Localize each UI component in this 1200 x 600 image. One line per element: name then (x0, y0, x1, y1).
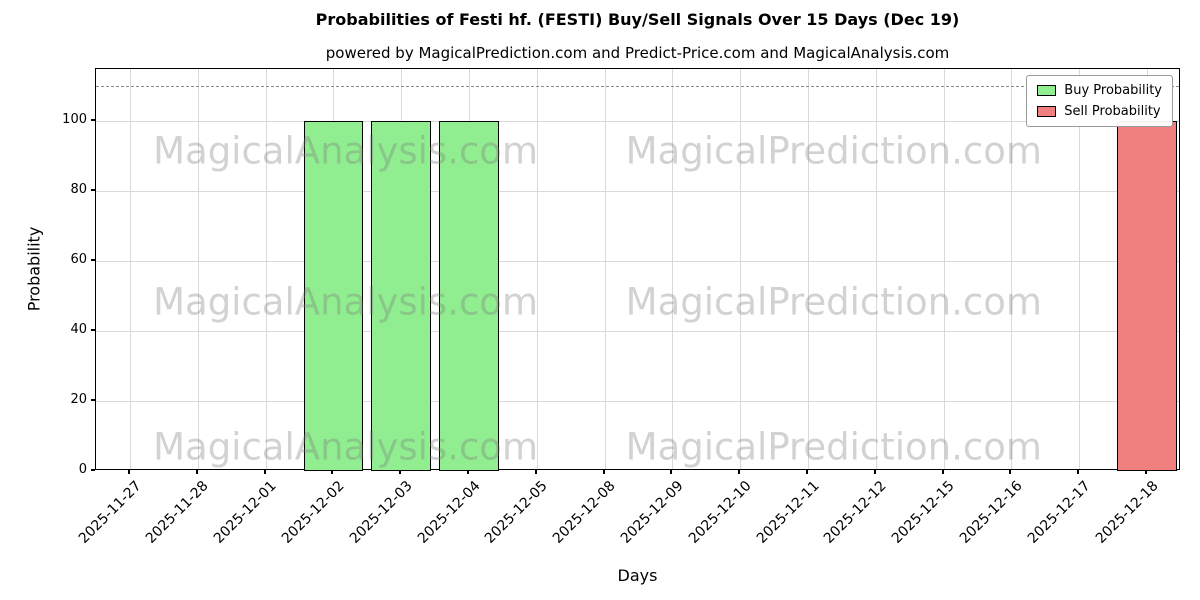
y-tick-label: 60 (70, 252, 87, 268)
legend-label: Buy Probability (1064, 83, 1162, 98)
watermark-text: MagicalPrediction.com (625, 129, 1042, 173)
y-tick-mark (91, 189, 95, 192)
x-tick-mark (670, 470, 673, 474)
gridline-vertical (1011, 69, 1013, 469)
x-tick-mark (466, 470, 469, 474)
x-tick-mark (873, 470, 876, 474)
y-tick-label: 80 (70, 182, 87, 198)
x-tick-mark (1009, 470, 1012, 474)
x-tick-mark (127, 470, 130, 474)
gridline-vertical (604, 69, 606, 469)
x-tick-mark (534, 470, 537, 474)
x-tick-label: 2025-12-01 (210, 478, 280, 547)
legend-entry-sell-probability: Sell Probability (1037, 104, 1162, 119)
x-tick-label: 2025-12-15 (889, 478, 958, 547)
watermark-text: MagicalPrediction.com (625, 425, 1042, 469)
gridline-horizontal (96, 331, 1179, 333)
y-tick-mark (91, 399, 95, 402)
x-tick-label: 2025-12-11 (753, 478, 823, 547)
x-tick-mark (1077, 470, 1080, 474)
x-tick-mark (602, 470, 605, 474)
y-tick-label: 20 (70, 392, 87, 408)
gridline-horizontal (96, 191, 1179, 193)
gridline-vertical (808, 69, 810, 469)
x-tick-mark (1145, 470, 1148, 474)
legend: Buy Probability Sell Probability (1026, 75, 1173, 127)
gridline-vertical (265, 69, 267, 469)
legend-label: Sell Probability (1064, 104, 1161, 119)
x-tick-label: 2025-12-17 (1024, 478, 1094, 547)
bar-sell-probability-2025-12-18 (1117, 121, 1177, 471)
gridline-vertical (1079, 69, 1081, 469)
watermark-text: MagicalPrediction.com (625, 280, 1042, 324)
gridline-vertical (536, 69, 538, 469)
gridline-vertical (197, 69, 199, 469)
legend-swatch-sell-probability (1037, 106, 1057, 117)
legend-swatch-buy-probability (1037, 85, 1057, 96)
x-tick-label: 2025-12-08 (550, 478, 619, 547)
y-tick-label: 100 (62, 112, 87, 128)
x-tick-mark (263, 470, 266, 474)
y-tick-label: 0 (78, 462, 87, 477)
gridline-vertical (129, 69, 131, 469)
chart-subtitle: powered by MagicalPrediction.com and Pre… (325, 44, 950, 62)
plot-area: Buy Probability Sell Probability MagicalA… (95, 68, 1180, 471)
x-tick-label: 2025-12-04 (414, 478, 484, 547)
x-tick-label: 2025-12-02 (278, 478, 348, 547)
y-tick-mark (91, 119, 95, 122)
x-tick-label: 2025-12-18 (1092, 478, 1162, 547)
y-tick-mark (91, 329, 95, 332)
gridline-horizontal (96, 121, 1179, 123)
gridline-horizontal (96, 261, 1179, 263)
gridline-horizontal (96, 401, 1179, 403)
x-axis-label: Days (617, 566, 658, 585)
gridline-vertical (740, 69, 742, 469)
x-tick-label: 2025-12-05 (482, 478, 552, 547)
gridline-vertical (875, 69, 877, 469)
x-tick-mark (738, 470, 741, 474)
x-tick-mark (195, 470, 198, 474)
legend-entry-buy-probability: Buy Probability (1037, 83, 1162, 98)
x-tick-mark (399, 470, 402, 474)
x-tick-label: 2025-12-09 (617, 478, 687, 547)
gridline-vertical (672, 69, 674, 469)
chart-title: Probabilities of Festi hf. (FESTI) Buy/S… (315, 10, 960, 29)
x-tick-label: 2025-11-28 (143, 478, 213, 547)
gridline-vertical (943, 69, 945, 469)
x-tick-label: 2025-12-12 (821, 478, 891, 547)
x-tick-label: 2025-12-10 (685, 478, 755, 547)
x-tick-mark (941, 470, 944, 474)
x-tick-label: 2025-12-03 (346, 478, 416, 547)
bar-buy-probability-2025-12-04 (439, 121, 499, 471)
x-tick-mark (806, 470, 809, 474)
y-axis-label: Probability (24, 226, 44, 312)
y-tick-label: 40 (70, 322, 87, 338)
bar-buy-probability-2025-12-02 (303, 121, 364, 471)
bar-buy-probability-2025-12-03 (371, 121, 431, 471)
y-tick-mark (91, 259, 95, 262)
x-tick-label: 2025-12-16 (956, 478, 1026, 547)
threshold-line (96, 86, 1179, 88)
x-tick-label: 2025-11-27 (75, 478, 145, 547)
x-tick-mark (331, 470, 334, 474)
y-tick-mark (91, 469, 95, 471)
